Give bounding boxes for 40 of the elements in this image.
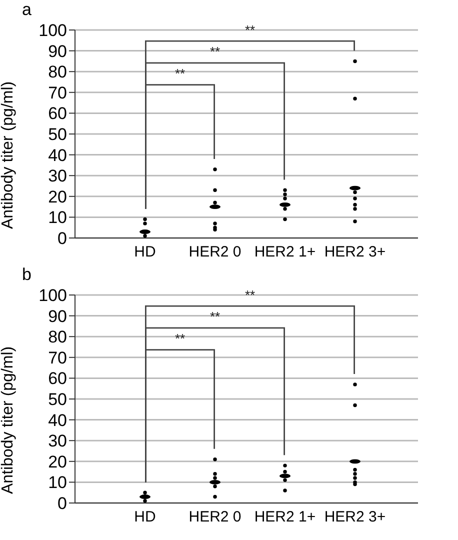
y-tick-label: 60 <box>48 104 67 124</box>
y-tick-label: 50 <box>48 390 67 410</box>
y-tick-label: 80 <box>48 62 67 82</box>
x-tick-label: HER2 1+ <box>254 244 316 261</box>
x-tick-label: HER2 0 <box>188 508 242 526</box>
y-tick-label: 40 <box>48 146 67 165</box>
y-axis-title: Antibody titer (pg/ml) <box>0 81 17 229</box>
y-tick-label: 30 <box>48 166 67 186</box>
x-tick-label: HER2 0 <box>188 244 242 261</box>
y-tick-label: 10 <box>48 473 67 492</box>
y-tick-label: 0 <box>58 494 67 514</box>
y-tick-label: 80 <box>48 328 67 347</box>
y-tick-label: 90 <box>48 42 67 61</box>
y-axis-title: Antibody titer (pg/ml) <box>0 346 17 494</box>
chart-title: a <box>22 0 32 20</box>
y-tick-label: 20 <box>48 187 67 206</box>
y-tick-label: 20 <box>48 452 67 472</box>
chart-title: b <box>22 265 32 285</box>
annotation: ** <box>244 287 256 302</box>
y-tick-label: 70 <box>48 348 67 368</box>
annotation: ** <box>244 22 256 38</box>
x-tick-label: HER2 3+ <box>324 508 386 526</box>
annotation: ** <box>174 331 186 346</box>
y-tick-label: 100 <box>38 21 67 40</box>
annotation: ** <box>210 44 220 60</box>
annotation: ** <box>210 309 220 324</box>
y-tick-label: 30 <box>48 432 67 451</box>
x-tick-label: HD <box>134 508 156 526</box>
annotation: ** <box>174 66 186 82</box>
y-tick-label: 50 <box>48 125 67 144</box>
y-tick-label: 60 <box>48 369 67 388</box>
y-tick-label: 70 <box>48 83 67 102</box>
x-tick-label: HD <box>134 244 156 261</box>
y-tick-label: 0 <box>58 229 67 248</box>
y-tick-label: 10 <box>48 208 67 228</box>
y-tick-label: 90 <box>48 306 67 326</box>
y-tick-label: 100 <box>38 286 67 306</box>
x-tick-label: HER2 3+ <box>324 244 386 261</box>
x-tick-label: HER2 1+ <box>254 508 316 526</box>
y-tick-label: 40 <box>48 410 67 430</box>
